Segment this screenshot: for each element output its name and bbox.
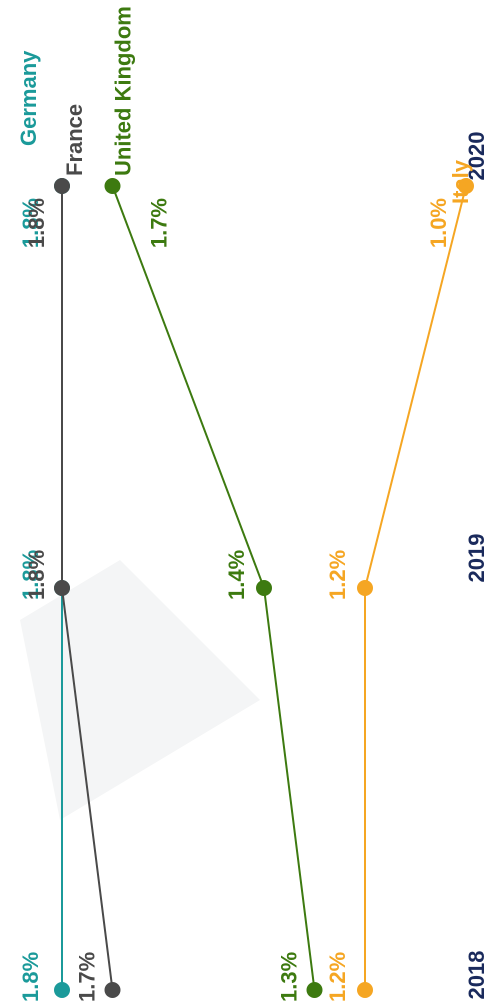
legend-label: United Kingdom bbox=[110, 6, 135, 176]
value-label: 1.7% bbox=[146, 198, 171, 248]
data-point bbox=[104, 982, 121, 998]
value-label: 1.8% bbox=[18, 198, 43, 248]
value-label: 1.0% bbox=[426, 198, 451, 248]
data-point bbox=[458, 178, 474, 194]
legend-label: Italy bbox=[448, 159, 473, 204]
value-label: 1.7% bbox=[74, 952, 99, 1002]
value-label: 1.2% bbox=[325, 550, 350, 600]
value-label: 1.4% bbox=[224, 550, 249, 600]
data-point bbox=[104, 178, 121, 194]
data-point bbox=[357, 580, 373, 596]
data-point bbox=[54, 580, 70, 596]
data-point bbox=[306, 982, 323, 998]
legend-label: Germany bbox=[16, 50, 41, 146]
series-line bbox=[364, 185, 467, 990]
legend-label: France bbox=[62, 104, 87, 176]
value-label: 1.3% bbox=[276, 952, 301, 1002]
background-map bbox=[20, 560, 260, 820]
data-point bbox=[256, 580, 272, 596]
value-label: 1.8% bbox=[18, 952, 43, 1002]
value-label: 1.8% bbox=[24, 198, 49, 248]
data-point bbox=[54, 178, 70, 194]
year-label: 2020 bbox=[464, 132, 489, 181]
year-label: 2019 bbox=[464, 534, 489, 583]
data-point bbox=[54, 982, 70, 998]
data-point bbox=[357, 982, 373, 998]
value-label: 1.2% bbox=[325, 952, 350, 1002]
value-label: 1.8% bbox=[18, 550, 43, 600]
year-label: 2018 bbox=[464, 951, 489, 1000]
value-label: 1.8% bbox=[24, 550, 49, 600]
